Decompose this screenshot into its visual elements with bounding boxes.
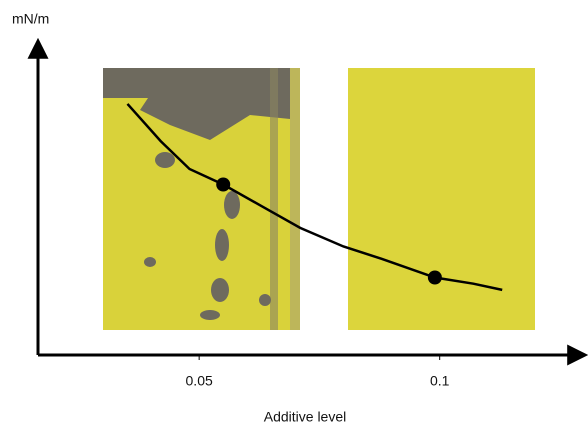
x-tick-label: 0.1 <box>430 373 450 389</box>
photo-right <box>348 68 535 330</box>
point <box>216 177 231 192</box>
y-axis-label: mN/m <box>12 11 49 27</box>
photo-left <box>103 68 300 330</box>
curve <box>126 103 503 292</box>
point <box>427 270 442 285</box>
x-tick-label: 0.05 <box>186 373 213 389</box>
x-axis-label: Additive level <box>264 409 347 425</box>
